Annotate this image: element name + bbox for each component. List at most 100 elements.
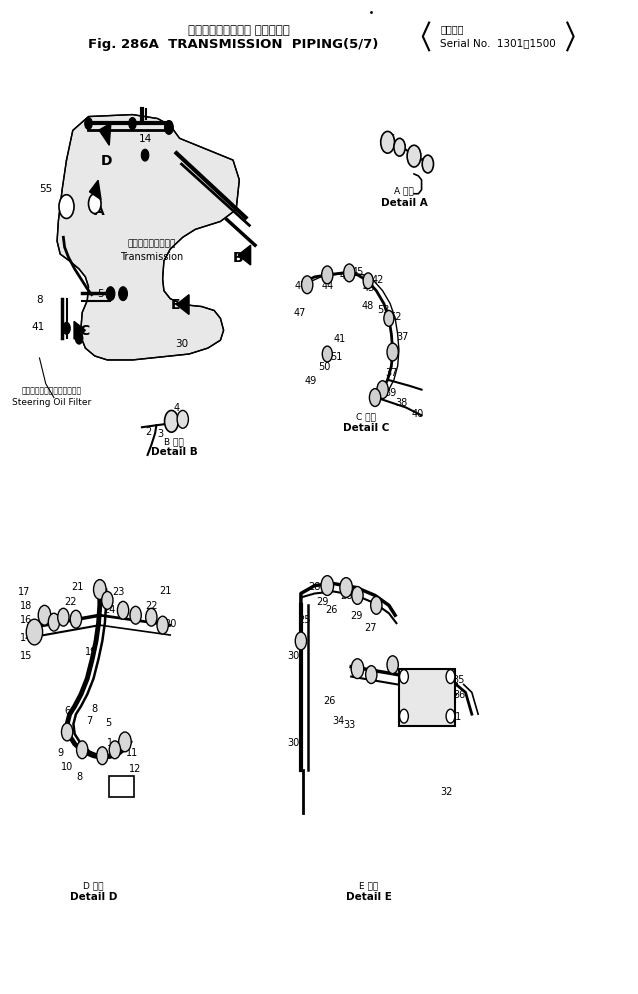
Circle shape	[352, 586, 363, 604]
Circle shape	[295, 632, 306, 650]
Circle shape	[106, 287, 115, 301]
Text: 29: 29	[350, 610, 362, 620]
Text: トランスミッション: トランスミッション	[127, 240, 175, 248]
Text: Detail B: Detail B	[151, 446, 197, 456]
Text: ステアリングオイルフィルタ: ステアリングオイルフィルタ	[22, 386, 82, 395]
Circle shape	[119, 287, 128, 301]
Text: 28: 28	[309, 580, 321, 591]
Text: 28: 28	[340, 590, 352, 600]
Text: 20: 20	[164, 618, 176, 628]
Polygon shape	[89, 181, 101, 201]
Text: 41: 41	[334, 334, 346, 344]
Circle shape	[399, 710, 408, 724]
Text: 50: 50	[318, 362, 331, 372]
Text: Detail E: Detail E	[346, 892, 392, 902]
Text: 2: 2	[145, 426, 152, 436]
Circle shape	[141, 150, 149, 162]
Polygon shape	[238, 246, 251, 265]
Text: Transmission: Transmission	[120, 251, 183, 261]
Circle shape	[165, 411, 179, 432]
Circle shape	[70, 610, 82, 628]
Text: 37: 37	[397, 332, 409, 342]
Circle shape	[407, 146, 421, 168]
Circle shape	[59, 196, 74, 220]
Text: A 詳細: A 詳細	[394, 186, 414, 195]
Text: 32: 32	[440, 786, 453, 796]
Text: 43: 43	[362, 282, 375, 292]
Text: 51: 51	[330, 352, 342, 362]
Text: 41: 41	[32, 322, 45, 332]
Text: 30: 30	[287, 650, 299, 660]
Circle shape	[38, 605, 51, 625]
Text: トランスミッション パイピング: トランスミッション パイピング	[188, 24, 290, 37]
Text: 30: 30	[287, 738, 299, 747]
Text: 4: 4	[174, 403, 179, 414]
Text: 17: 17	[19, 586, 31, 596]
Text: Serial No.  1301～1500: Serial No. 1301～1500	[440, 39, 556, 49]
Text: 14: 14	[138, 134, 152, 144]
Text: Detail D: Detail D	[70, 892, 117, 902]
Circle shape	[302, 276, 313, 294]
Circle shape	[321, 577, 334, 595]
Text: 7: 7	[87, 716, 93, 726]
Text: 49: 49	[305, 376, 317, 386]
Text: 22: 22	[64, 596, 77, 606]
Text: 適用号機: 適用号機	[440, 25, 464, 35]
Text: 37: 37	[385, 368, 397, 378]
Text: 26: 26	[323, 696, 336, 706]
Text: 36: 36	[453, 690, 465, 700]
Text: 40: 40	[412, 409, 424, 418]
Text: 45: 45	[352, 266, 364, 276]
Text: 23: 23	[112, 586, 125, 596]
Circle shape	[119, 733, 131, 752]
Circle shape	[177, 411, 188, 428]
Circle shape	[94, 580, 106, 599]
Text: 19: 19	[85, 646, 97, 656]
Text: 55: 55	[39, 184, 52, 194]
Text: 6: 6	[64, 706, 70, 716]
Text: 31: 31	[449, 712, 462, 722]
Circle shape	[344, 264, 355, 282]
Circle shape	[26, 619, 43, 645]
Text: 34: 34	[332, 716, 345, 726]
Text: 21: 21	[159, 584, 172, 595]
Text: 24: 24	[104, 604, 116, 614]
Text: 9: 9	[58, 747, 64, 757]
Circle shape	[446, 670, 455, 684]
Circle shape	[157, 616, 168, 634]
Circle shape	[77, 742, 88, 759]
Text: E: E	[170, 297, 180, 311]
Text: Detail A: Detail A	[381, 198, 427, 208]
Circle shape	[89, 195, 101, 215]
Circle shape	[322, 347, 332, 363]
Circle shape	[351, 659, 364, 679]
Circle shape	[109, 742, 121, 759]
Text: 15: 15	[20, 650, 32, 660]
Text: 27: 27	[364, 622, 376, 632]
Text: 33: 33	[344, 720, 356, 730]
Text: 30: 30	[175, 339, 188, 349]
Text: 47: 47	[293, 308, 306, 318]
Circle shape	[399, 670, 408, 684]
Circle shape	[165, 121, 174, 135]
Text: 53: 53	[378, 304, 390, 314]
Bar	[108, 775, 134, 797]
Text: 52: 52	[389, 312, 401, 322]
Text: 3: 3	[157, 428, 163, 438]
Text: 1: 1	[107, 738, 113, 747]
Text: 46: 46	[340, 270, 352, 280]
Text: 8: 8	[36, 294, 43, 304]
Text: 10: 10	[61, 760, 73, 771]
Text: 26: 26	[325, 604, 338, 614]
Circle shape	[129, 118, 137, 130]
Circle shape	[381, 132, 394, 154]
Circle shape	[117, 601, 129, 619]
Text: 11: 11	[126, 747, 138, 757]
Text: 5: 5	[105, 718, 112, 728]
Text: 55: 55	[408, 150, 420, 160]
Text: 57: 57	[394, 144, 406, 154]
Text: 12: 12	[129, 762, 141, 772]
Circle shape	[422, 156, 433, 174]
Circle shape	[387, 344, 398, 362]
Text: 38: 38	[396, 398, 408, 408]
